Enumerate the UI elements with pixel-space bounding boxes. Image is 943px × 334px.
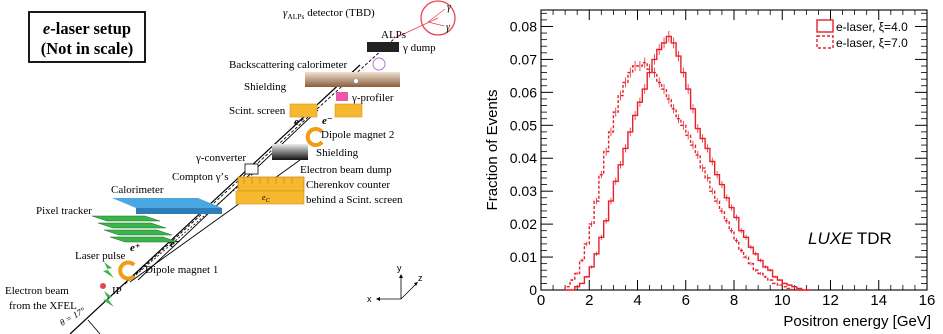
pixel-tracker xyxy=(91,215,179,243)
backscattering-calorimeter xyxy=(372,57,386,71)
y-tick-label: 0.01 xyxy=(510,249,537,265)
x-tick-label: 10 xyxy=(774,292,791,309)
gamma-profiler xyxy=(336,92,348,101)
e-plus-top: e⁺ xyxy=(294,116,305,128)
scint-screen-2 xyxy=(334,103,363,118)
svg-text:e-laser setup: e-laser setup xyxy=(43,19,131,38)
x-tick-label: 6 xyxy=(682,292,690,309)
x-tick-label: 2 xyxy=(585,292,593,309)
dipole-magnet-1-label: Dipole magnet 1 xyxy=(145,264,218,276)
y-tick-label: 0.02 xyxy=(510,216,537,232)
axis-z-label: z xyxy=(418,273,423,283)
dipole-magnet-1 xyxy=(118,260,136,281)
gamma-2: γ xyxy=(446,22,451,33)
x-tick-label: 4 xyxy=(633,292,641,309)
y-axis-title: Fraction of Events xyxy=(484,90,501,211)
cherenkov-counter: eC xyxy=(235,176,305,205)
legend-entry: e-laser, ξ=4.0 xyxy=(836,20,908,34)
series-group xyxy=(564,30,812,291)
electron-beam-label: Electron beam xyxy=(5,285,69,297)
y-tick-label: 0.05 xyxy=(510,117,537,133)
alps-detector: γ γ xyxy=(394,0,456,39)
y-tick-label: 0.08 xyxy=(510,18,537,34)
title-rest: -laser setup xyxy=(50,19,131,38)
axis-y-label: y xyxy=(397,263,402,273)
y-tick-label: 0.07 xyxy=(510,51,537,67)
y-tick-label: 0.06 xyxy=(510,84,537,100)
scint-screen-1 xyxy=(289,103,318,118)
ip-label: IP xyxy=(112,285,122,297)
backscattering-label: Backscattering calorimeter xyxy=(229,59,348,71)
gamma-1: γ xyxy=(447,2,452,13)
shielding-mid-label: Shielding xyxy=(316,147,359,159)
y-axis-ticks: 0 0.01 0.02 0.03 0.04 0.05 0.06 0.07 0.08 xyxy=(510,12,927,298)
pixel-tracker-label: Pixel tracker xyxy=(36,205,92,217)
axis-x-label: x xyxy=(367,294,372,304)
gamma-converter xyxy=(244,163,259,175)
series-line-1 xyxy=(565,35,812,291)
gamma-dump-block xyxy=(367,42,399,52)
gamma-profiler-label: γ-profiler xyxy=(351,92,394,104)
behind-scint-label: behind a Scint. screen xyxy=(306,194,403,206)
x-axis-title: Positron energy [GeV] xyxy=(783,313,931,330)
series-line-2 xyxy=(564,62,812,291)
x-axis-ticks: 0 2 4 6 8 10 12 14 16 xyxy=(537,10,936,309)
setup-diagram: e-laser setup (Not in scale) γ γ γALPs d… xyxy=(5,0,456,334)
legend-entry: e-laser, ξ=7.0 xyxy=(836,36,908,50)
y-tick-label: 0.04 xyxy=(510,150,537,166)
legend-swatch xyxy=(816,35,834,49)
dipole-magnet-2-label: Dipole magnet 2 xyxy=(321,129,394,141)
e-minus-top: e⁻ xyxy=(322,115,333,127)
alps-label: ALPs xyxy=(381,29,406,41)
x-tick-label: 0 xyxy=(537,292,545,309)
coordinate-axes: x y z xyxy=(367,263,423,304)
x-tick-label: 16 xyxy=(919,292,936,309)
e-minus-bottom: e⁻ xyxy=(170,238,181,250)
y-tick-label: 0.03 xyxy=(510,183,537,199)
legend: e-laser, ξ=4.0 e-laser, ξ=7.0 xyxy=(816,19,908,50)
x-tick-label: 12 xyxy=(822,292,839,309)
title-e: e xyxy=(43,19,50,38)
dipole-magnet-2 xyxy=(305,127,324,147)
from-xfel-label: from the XFEL xyxy=(9,300,77,312)
x-tick-label: 14 xyxy=(870,292,887,309)
calorimeter-label: Calorimeter xyxy=(111,184,164,196)
gamma-converter-label: γ-converter xyxy=(195,152,246,164)
gamma-dump-label: γ dump xyxy=(402,42,436,54)
e-plus-bottom: e⁺ xyxy=(130,242,141,254)
laser-pulse-label: Laser pulse xyxy=(75,250,126,262)
svg-text:eC: eC xyxy=(262,193,271,204)
luxe-tdr-annotation: LUXE TDR xyxy=(808,229,892,248)
compton-gammas-label: Compton γ’s xyxy=(172,171,229,183)
shielding-top-label: Shielding xyxy=(244,81,287,93)
x-tick-label: 8 xyxy=(730,292,738,309)
y-tick-label: 0 xyxy=(529,282,537,298)
title-box: e-laser setup (Not in scale) xyxy=(28,11,146,63)
electron-beam-dump-block xyxy=(272,144,308,160)
scint-screen-label: Scint. screen xyxy=(229,105,286,117)
laser-bolt-top xyxy=(103,262,114,278)
title-not-in-scale: (Not in scale) xyxy=(41,39,134,58)
cherenkov-label: Cherenkov counter xyxy=(306,179,390,191)
positron-energy-chart: 0 0.01 0.02 0.03 0.04 0.05 0.06 0.07 0.08 0 2 4 6 8 1… xyxy=(484,9,936,330)
detector-label: γALPs detector (TBD) xyxy=(283,7,375,21)
legend-swatch xyxy=(816,19,834,33)
electron-beam-dump-label: Electron beam dump xyxy=(300,164,392,176)
interaction-point xyxy=(100,283,106,289)
calorimeter-block xyxy=(112,198,222,214)
shielding-top-block xyxy=(305,72,400,87)
